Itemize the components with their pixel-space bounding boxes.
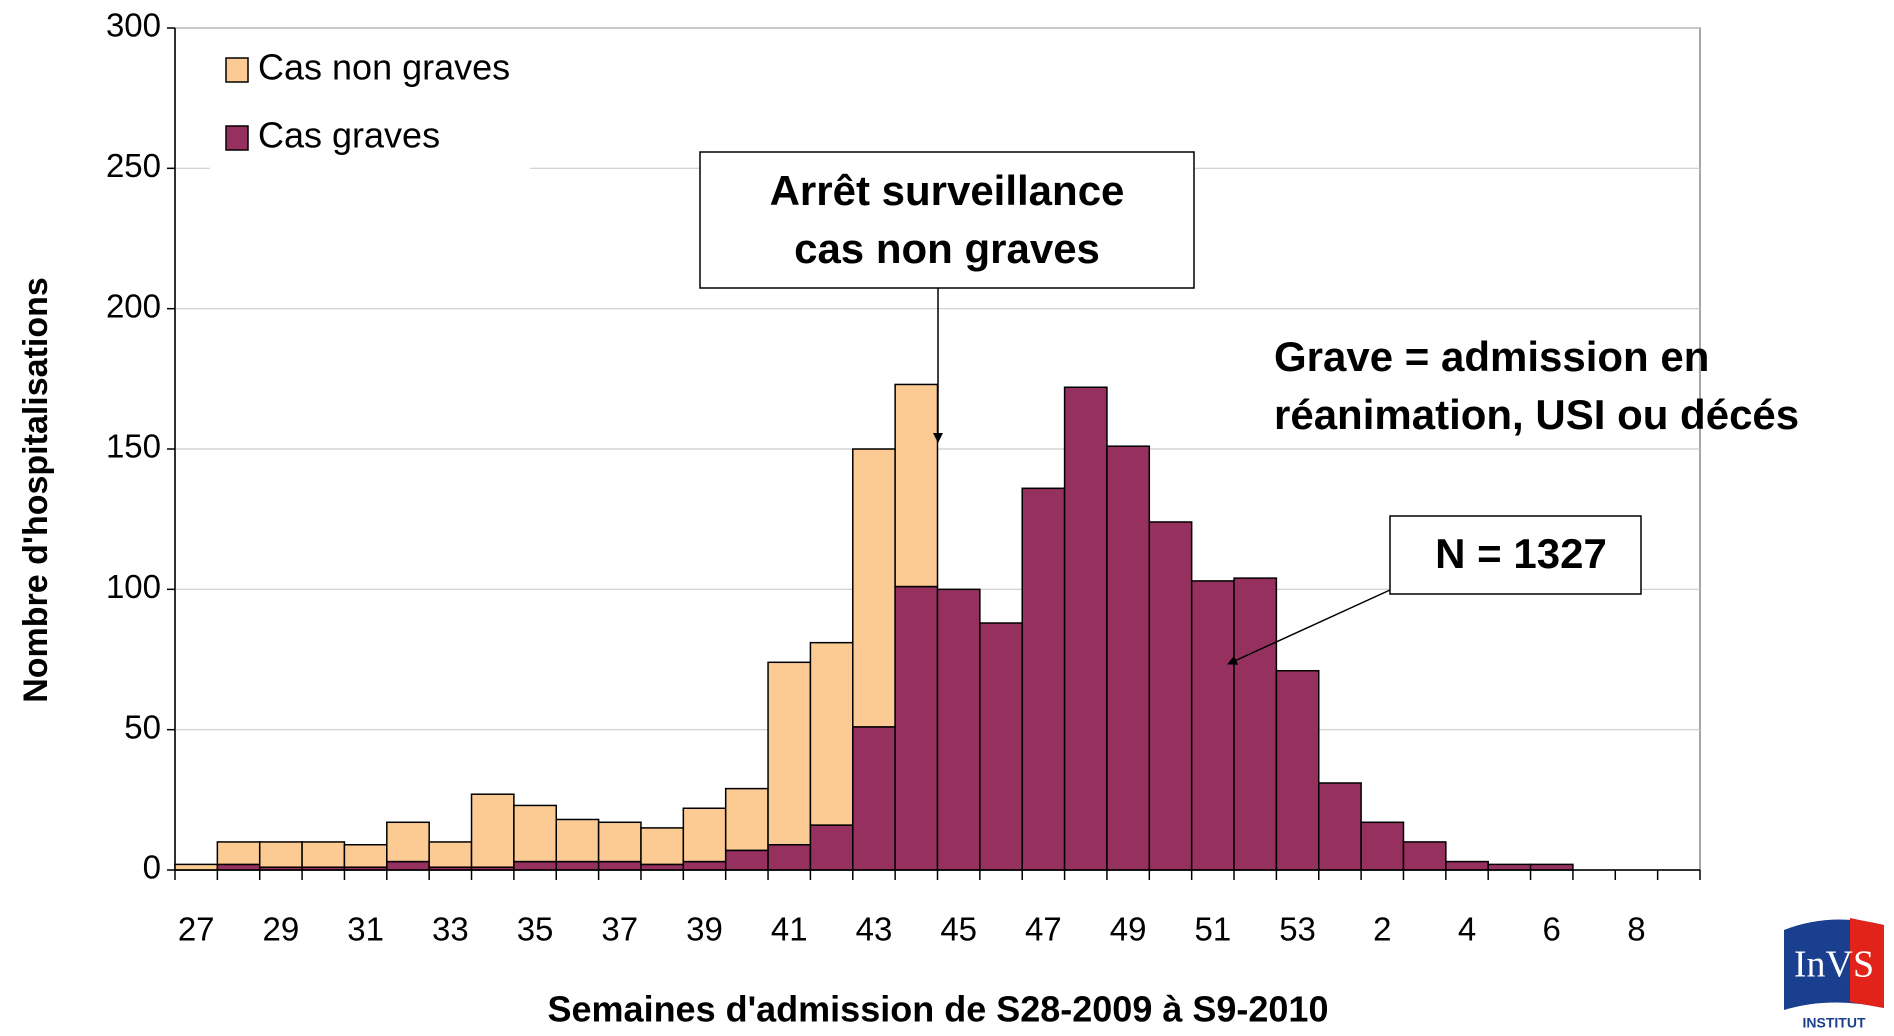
bar-segment (1360, 821, 1405, 871)
legend-swatch (225, 125, 249, 151)
bar-segment (724, 849, 769, 871)
bar-segment (767, 843, 812, 871)
annotation-box (699, 151, 1195, 289)
bar-segment (1148, 521, 1193, 871)
bar-segment (386, 860, 430, 871)
x-tick-label: 51 (1194, 911, 1231, 948)
bar-segment (682, 860, 727, 871)
bar-segment (555, 818, 600, 863)
bar-segment (682, 807, 727, 863)
bar-segment (809, 641, 854, 826)
bar-segment (386, 821, 430, 863)
x-tick-label: 45 (940, 911, 977, 948)
bar-segment (174, 863, 219, 871)
y-tick-label: 200 (106, 287, 161, 324)
bar-segment (555, 860, 600, 871)
bar-segment (470, 793, 515, 868)
bar-segment (894, 383, 939, 588)
bar-segment (216, 863, 261, 871)
x-tick-label: 47 (1025, 911, 1062, 948)
y-tick-label: 50 (124, 708, 161, 745)
bar-segment (1487, 863, 1532, 871)
x-tick-label: 8 (1627, 911, 1645, 948)
bar-segment (1318, 782, 1362, 871)
x-tick-label: 49 (1110, 911, 1147, 948)
x-tick-label: 53 (1279, 911, 1316, 948)
bar-segment (513, 860, 558, 871)
x-tick-label: 29 (263, 911, 300, 948)
bar-segment (597, 860, 642, 871)
annotation-text: N = 1327 (1435, 530, 1607, 577)
bar-segment (809, 824, 854, 871)
bar-segment (258, 841, 303, 868)
bar-segment (767, 661, 812, 846)
y-tick-label: 0 (143, 849, 161, 886)
bar-segment (597, 821, 642, 863)
legend-label: Cas non graves (258, 47, 510, 88)
bar-segment (724, 787, 769, 852)
x-tick-label: 33 (432, 911, 469, 948)
bar-segment (216, 841, 261, 866)
annotation-arrow (1227, 589, 1391, 665)
bar-segment (640, 863, 685, 871)
x-axis-title: Semaines d'admission de S28-2009 à S9-20… (548, 989, 1329, 1030)
x-tick-label: 6 (1543, 911, 1561, 948)
bar-segment (343, 843, 388, 868)
x-tick-label: 31 (347, 911, 384, 948)
bar-segment (1063, 386, 1108, 871)
bar-segment (1275, 669, 1320, 871)
bar-segment (979, 622, 1023, 871)
legend-box (210, 36, 530, 171)
annotation-text: Arrêt surveillance (770, 167, 1125, 214)
x-tick-label: 35 (517, 911, 554, 948)
x-tick-label: 27 (178, 911, 215, 948)
annotation-text: Grave = admission en (1274, 333, 1709, 380)
bar-segment (428, 841, 473, 868)
logo-text: InVS (1794, 944, 1874, 986)
legend-label: Cas graves (258, 115, 440, 156)
y-tick-label: 100 (106, 568, 161, 605)
bar-segment (936, 588, 981, 871)
bar-segment (513, 804, 558, 863)
y-axis-title: Nombre d'hospitalisations (17, 277, 55, 703)
logo-subtitle: INSTITUT (1803, 1015, 1866, 1031)
bar-segment (1106, 445, 1151, 871)
y-tick-label: 250 (106, 147, 161, 184)
bar-segment (301, 841, 346, 868)
bar-segment (1021, 487, 1066, 871)
bar-segment (1445, 860, 1489, 871)
annotation-text: réanimation, USI ou décés (1274, 391, 1799, 438)
y-tick-label: 150 (106, 428, 161, 465)
bar-segment (852, 448, 896, 728)
logo-red (1850, 918, 1884, 1008)
x-tick-label: 43 (856, 911, 893, 948)
bar-segment (894, 585, 939, 871)
bar-segment (1233, 577, 1278, 871)
x-tick-label: 41 (771, 911, 808, 948)
x-tick-label: 2 (1373, 911, 1391, 948)
x-tick-label: 37 (601, 911, 638, 948)
bar-segment (1529, 863, 1574, 871)
bar-segment (640, 827, 685, 866)
annotation-text: cas non graves (794, 225, 1100, 272)
y-tick-label: 300 (106, 7, 161, 44)
bar-segment (1402, 841, 1447, 871)
bar-segment (1190, 580, 1235, 871)
legend-swatch (225, 57, 249, 83)
x-tick-label: 4 (1458, 911, 1476, 948)
annotation-box (1389, 515, 1642, 595)
x-tick-label: 39 (686, 911, 723, 948)
bar-segment (852, 726, 896, 871)
